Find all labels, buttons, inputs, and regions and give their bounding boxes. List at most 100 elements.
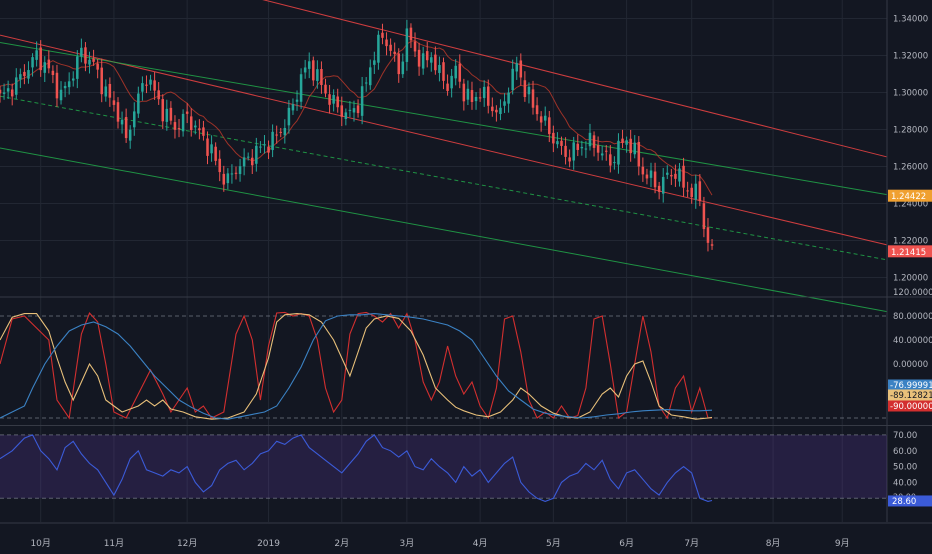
candle[interactable] <box>592 131 596 157</box>
candle[interactable] <box>507 87 510 113</box>
candle[interactable] <box>645 168 649 185</box>
candle[interactable] <box>686 181 689 198</box>
candle[interactable] <box>234 166 238 180</box>
candle[interactable] <box>373 51 376 74</box>
candle[interactable] <box>706 218 710 252</box>
candle[interactable] <box>287 100 291 134</box>
candle[interactable] <box>352 100 356 122</box>
candle[interactable] <box>617 133 620 174</box>
candle[interactable] <box>682 157 685 197</box>
candle[interactable] <box>613 156 616 170</box>
candle[interactable] <box>600 145 604 161</box>
candle[interactable] <box>92 49 95 66</box>
candle[interactable] <box>580 140 584 156</box>
candle[interactable] <box>360 76 364 125</box>
candle[interactable] <box>698 174 702 207</box>
candle[interactable] <box>246 152 250 161</box>
candle[interactable] <box>572 136 575 170</box>
candle[interactable] <box>641 157 645 182</box>
candle[interactable] <box>149 74 152 91</box>
candle[interactable] <box>47 50 51 74</box>
candle[interactable] <box>442 57 445 90</box>
candle[interactable] <box>332 89 335 112</box>
candle[interactable] <box>165 99 169 131</box>
candle[interactable] <box>307 52 311 79</box>
candle[interactable] <box>51 65 55 84</box>
candle[interactable] <box>495 105 498 122</box>
candle[interactable] <box>401 53 405 78</box>
candle[interactable] <box>10 83 14 106</box>
candle[interactable] <box>67 72 71 95</box>
candle[interactable] <box>80 38 83 63</box>
candle[interactable] <box>466 80 470 106</box>
candle[interactable] <box>462 78 466 111</box>
candle[interactable] <box>100 58 103 103</box>
candle[interactable] <box>674 164 677 187</box>
candle[interactable] <box>503 93 506 114</box>
candle[interactable] <box>470 81 474 110</box>
candle[interactable] <box>450 68 453 98</box>
candle[interactable] <box>454 59 457 86</box>
candle[interactable] <box>291 98 295 115</box>
candle[interactable] <box>519 53 523 86</box>
candle[interactable] <box>112 91 116 112</box>
candle[interactable] <box>413 32 417 58</box>
candle[interactable] <box>446 74 449 96</box>
candle[interactable] <box>23 64 26 85</box>
candle[interactable] <box>633 135 636 159</box>
candle[interactable] <box>303 59 307 79</box>
candle[interactable] <box>255 137 258 172</box>
candle[interactable] <box>417 42 421 76</box>
candle[interactable] <box>39 40 42 77</box>
candle[interactable] <box>210 135 213 162</box>
candle[interactable] <box>0 86 2 103</box>
candle[interactable] <box>425 41 429 68</box>
candle[interactable] <box>153 72 156 100</box>
candle[interactable] <box>694 174 698 209</box>
candle[interactable] <box>478 88 482 102</box>
candle[interactable] <box>515 56 518 80</box>
candle[interactable] <box>670 168 673 185</box>
candle[interactable] <box>568 149 571 168</box>
candle[interactable] <box>556 132 559 149</box>
candle[interactable] <box>666 165 669 180</box>
candle[interactable] <box>2 83 6 100</box>
candle[interactable] <box>141 76 144 101</box>
candle[interactable] <box>226 168 230 190</box>
candle[interactable] <box>173 115 177 139</box>
candle[interactable] <box>564 137 567 165</box>
candle[interactable] <box>584 141 588 158</box>
candle[interactable] <box>340 96 344 127</box>
candle[interactable] <box>316 60 319 89</box>
candle[interactable] <box>259 141 262 154</box>
candle[interactable] <box>263 135 266 154</box>
candle[interactable] <box>6 80 10 100</box>
candle[interactable] <box>185 103 189 124</box>
candle[interactable] <box>214 142 217 166</box>
candle[interactable] <box>76 50 79 89</box>
candle[interactable] <box>108 77 112 107</box>
candle[interactable] <box>637 136 641 176</box>
candle[interactable] <box>116 97 120 129</box>
candle[interactable] <box>222 165 226 192</box>
candle[interactable] <box>238 158 242 182</box>
candle[interactable] <box>133 102 136 136</box>
candle[interactable] <box>552 125 555 153</box>
candle[interactable] <box>576 134 580 157</box>
candle[interactable] <box>55 64 59 107</box>
candle[interactable] <box>19 68 22 88</box>
candle[interactable] <box>189 108 193 137</box>
candle[interactable] <box>511 59 514 95</box>
candle[interactable] <box>84 42 87 72</box>
candle[interactable] <box>120 111 124 134</box>
candle[interactable] <box>625 136 628 153</box>
candle[interactable] <box>161 94 165 129</box>
candle[interactable] <box>356 99 360 118</box>
candle[interactable] <box>531 80 535 115</box>
candle[interactable] <box>279 127 283 138</box>
candle[interactable] <box>560 136 563 155</box>
candle[interactable] <box>295 90 299 111</box>
candle[interactable] <box>336 88 339 113</box>
